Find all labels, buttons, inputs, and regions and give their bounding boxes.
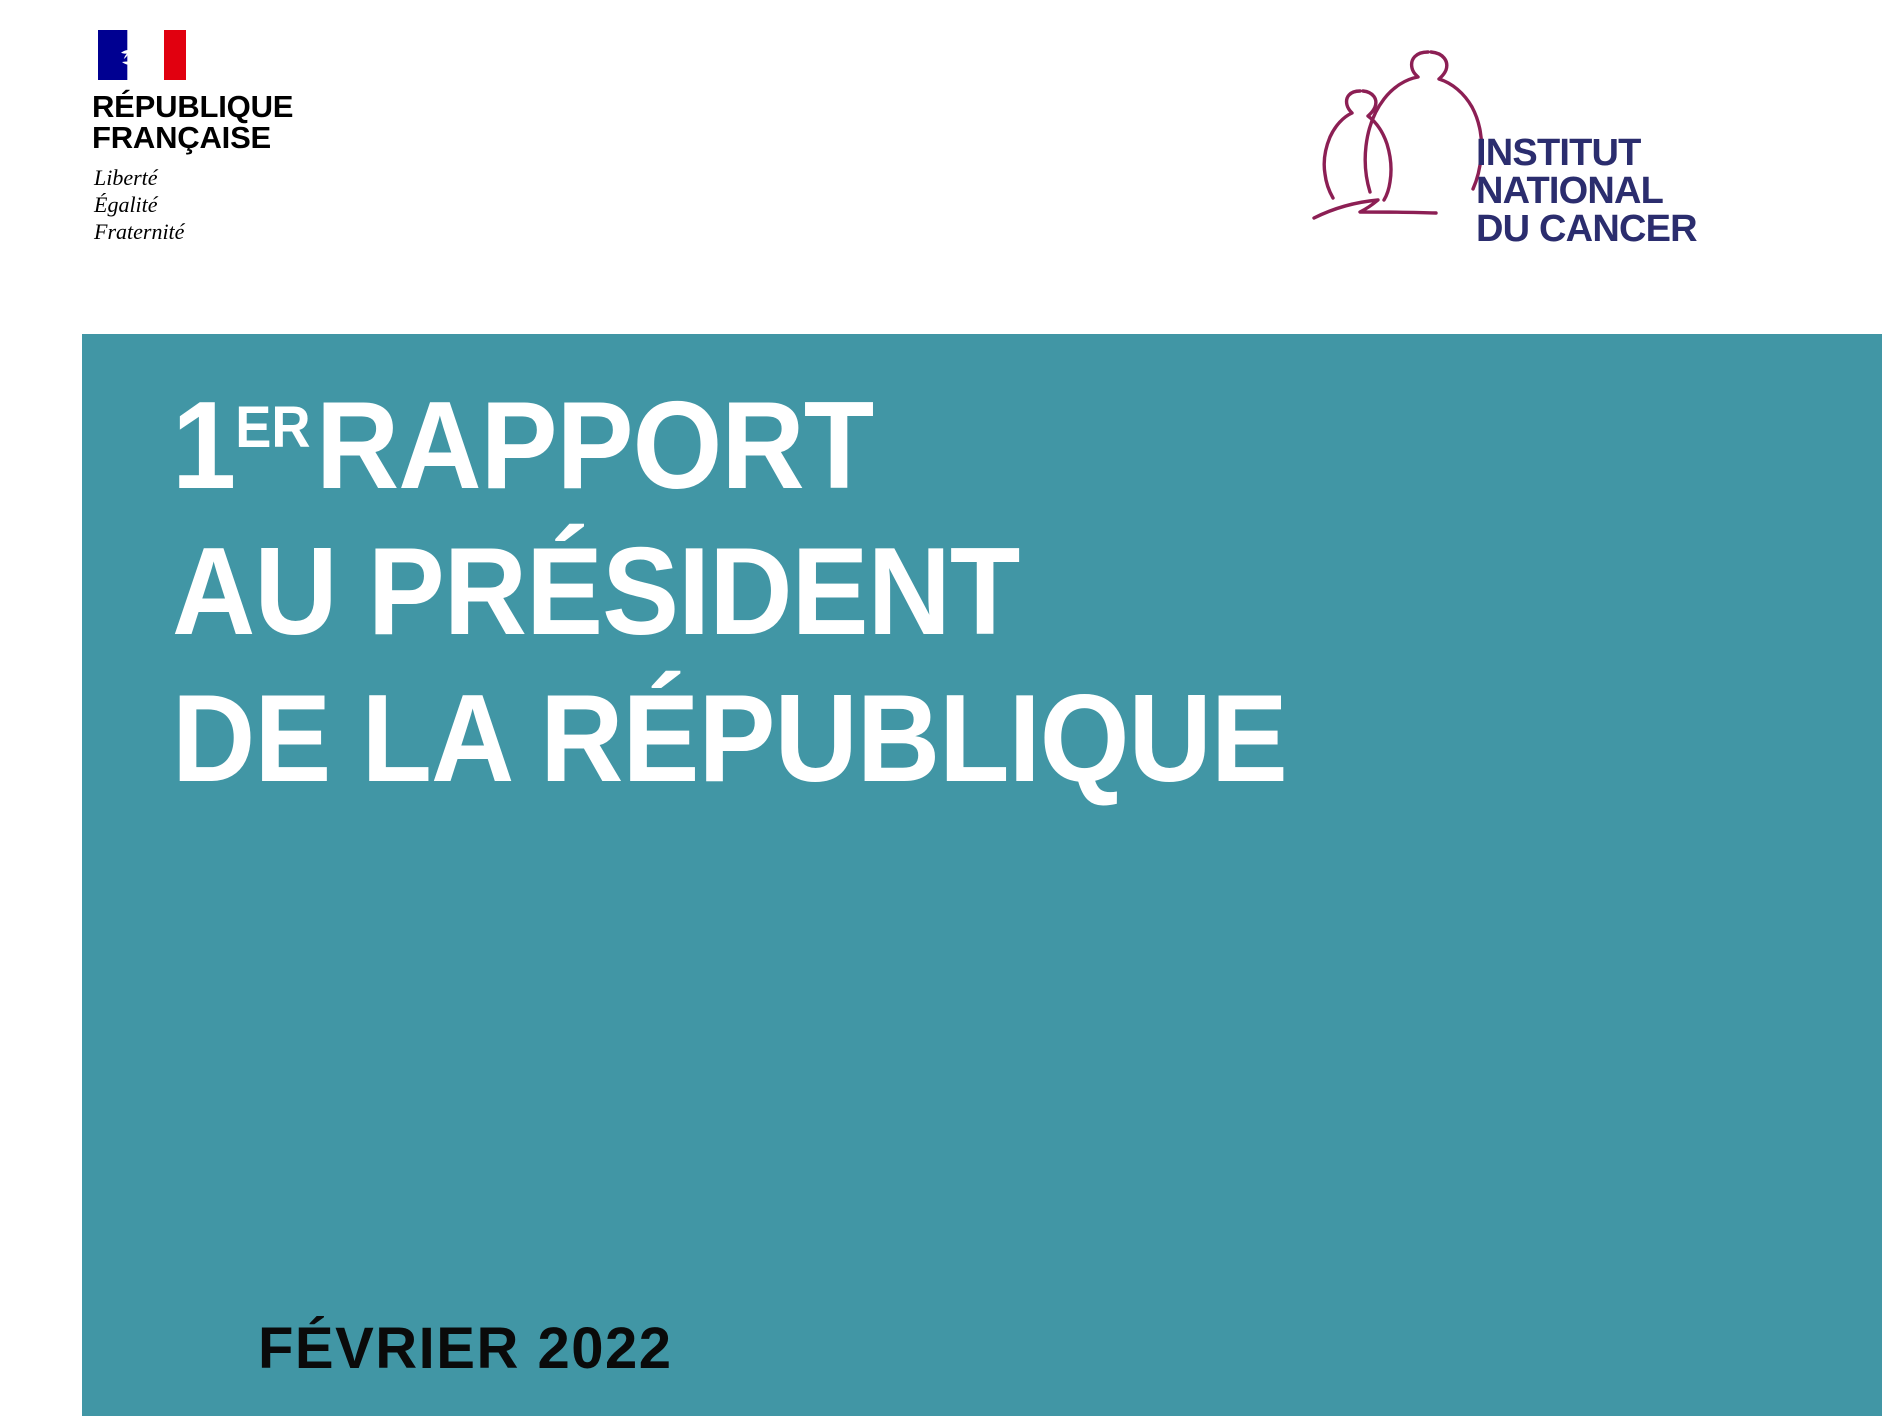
republique-francaise-logo: RÉPUBLIQUE FRANÇAISE Liberté Égalité Fra… [92,30,392,246]
cover-title-line-3: DE LA RÉPUBLIQUE [172,669,1288,808]
cover-title-ordinal-suffix: ER [235,395,311,461]
cover-teal-panel [82,334,1882,1416]
cover-title-ordinal: 1 [172,377,236,515]
republique-francaise-motto: Liberté Égalité Fraternité [94,165,392,245]
cover-title-line-2: AU PRÉSIDENT [172,523,1020,662]
cover-title-word-rapport: RAPPORT [315,377,874,515]
french-flag-marianne-icon [98,30,186,80]
rf-motto-fraternite: Fraternité [94,219,185,245]
rf-name-line2: FRANÇAISE [92,119,272,155]
cover-title-line-1: 1ERRAPPORT [172,373,1623,519]
cover-date: FÉVRIER 2022 [258,1316,673,1381]
inca-wordmark: INSTITUT NATIONAL DU CANCER [1476,132,1698,250]
institut-national-du-cancer-logo: INSTITUT NATIONAL DU CANCER [1300,28,1720,248]
inca-wordmark-line2: NATIONAL [1476,170,1664,212]
cover-title: 1ERRAPPORT AU PRÉSIDENT DE LA RÉPUBLIQUE [172,373,1732,812]
inca-wordmark-line3: DU CANCER [1476,208,1698,250]
inca-two-figures-icon [1312,50,1484,220]
header-band: RÉPUBLIQUE FRANÇAISE Liberté Égalité Fra… [0,0,1882,334]
republique-francaise-name: RÉPUBLIQUE FRANÇAISE [92,89,392,155]
rf-motto-liberte: Liberté [94,165,158,191]
rf-motto-egalite: Égalité [94,192,158,218]
inca-wordmark-line1: INSTITUT [1476,132,1641,174]
rf-name-line1: RÉPUBLIQUE [92,89,294,124]
